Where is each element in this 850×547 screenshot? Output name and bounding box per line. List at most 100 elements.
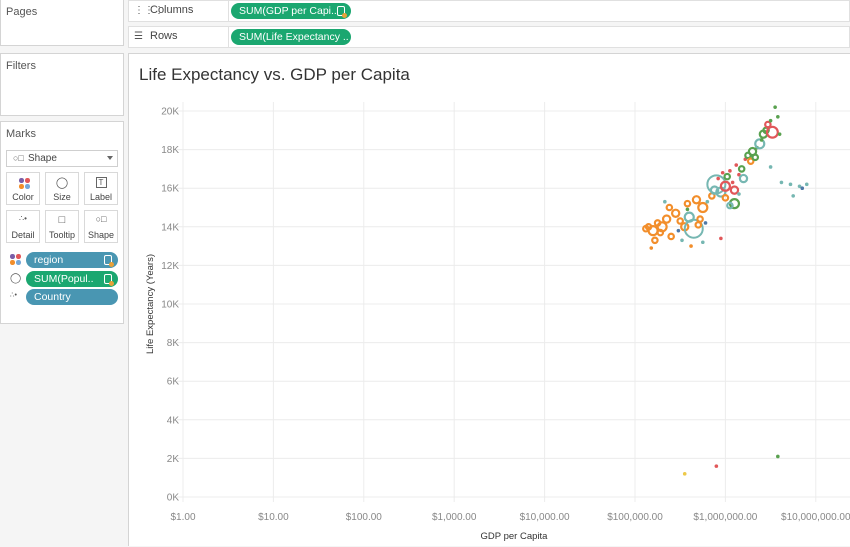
data-point[interactable] [667, 232, 675, 241]
data-point[interactable] [676, 217, 685, 225]
y-tick-label: 0K [167, 493, 180, 504]
data-point[interactable] [701, 240, 705, 245]
data-point[interactable] [773, 105, 777, 109]
data-point[interactable] [754, 138, 766, 150]
data-point[interactable] [729, 185, 740, 195]
data-point[interactable] [726, 201, 734, 210]
population-pill-text: SUM(Popul.. [34, 272, 94, 285]
x-tick-label: $100,000.00 [607, 512, 663, 523]
rows-shelf[interactable]: ☰ Rows SUM(Life Expectancy .. [128, 26, 850, 48]
country-pill[interactable]: Country [26, 289, 118, 305]
data-point[interactable] [730, 180, 735, 185]
columns-icon: ⋮⋮⋮ [134, 5, 164, 16]
data-point[interactable] [656, 228, 665, 237]
data-point[interactable] [694, 221, 703, 229]
tooltip-icon: □ [58, 214, 66, 226]
data-point[interactable] [768, 165, 773, 169]
data-point[interactable] [714, 464, 719, 468]
data-point[interactable] [776, 454, 780, 459]
region-pill[interactable]: region [26, 252, 118, 268]
data-point[interactable] [649, 246, 654, 250]
data-point[interactable] [661, 214, 672, 224]
columns-pill-gdp[interactable]: SUM(GDP per Capi.. [231, 3, 351, 19]
size-icon: ◯ [10, 273, 22, 284]
data-point[interactable] [776, 114, 780, 119]
data-point[interactable] [737, 165, 746, 173]
color-button[interactable]: Color [6, 172, 40, 205]
y-tick-label: 16K [161, 184, 179, 195]
data-point[interactable] [737, 192, 741, 196]
x-tick-label: $1,000,000.00 [693, 512, 757, 523]
data-point[interactable] [751, 153, 760, 162]
detail-button[interactable]: ∴• Detail [6, 210, 40, 243]
size-icon: ◯ [55, 177, 69, 189]
data-point[interactable] [680, 238, 684, 243]
data-point[interactable] [651, 236, 659, 245]
size-button[interactable]: ◯ Size [45, 172, 79, 205]
data-point[interactable] [800, 186, 805, 190]
data-point[interactable] [764, 120, 772, 129]
marks-card: Marks ○□ Shape Color ◯ Size T Label ∴• De… [0, 121, 124, 324]
columns-pill-text: SUM(GDP per Capi.. [239, 4, 337, 17]
mark-type-dropdown[interactable]: ○□ Shape [6, 150, 118, 167]
x-tick-label: $1,000.00 [432, 512, 477, 523]
rows-label-text: Rows [150, 30, 178, 42]
population-pill[interactable]: SUM(Popul.. [26, 271, 118, 287]
y-tick-label: 10K [161, 300, 179, 311]
data-point[interactable] [738, 173, 749, 184]
label-button[interactable]: T Label [84, 172, 118, 205]
shape-button[interactable]: ○□ Shape [84, 210, 118, 243]
data-point[interactable] [746, 157, 755, 165]
data-point[interactable] [697, 201, 709, 214]
data-point[interactable] [716, 176, 720, 181]
data-point[interactable] [696, 215, 704, 223]
tooltip-button[interactable]: □ Tooltip [45, 210, 79, 243]
chart-title: Life Expectancy vs. GDP per Capita [139, 65, 410, 84]
detail-icon: ∴• [19, 214, 27, 223]
label-label: Label [89, 192, 113, 202]
x-axis-title[interactable]: GDP per Capita [481, 531, 549, 542]
data-point[interactable] [647, 225, 659, 237]
data-point[interactable] [719, 236, 723, 241]
data-point[interactable] [663, 199, 667, 204]
data-point[interactable] [721, 194, 730, 202]
data-point[interactable] [723, 172, 732, 181]
data-point[interactable] [788, 182, 793, 187]
data-point[interactable] [703, 221, 708, 225]
data-point[interactable] [759, 138, 764, 142]
columns-shelf[interactable]: ⋮⋮⋮Columns SUM(GDP per Capi.. [128, 0, 850, 22]
data-point[interactable] [720, 170, 725, 175]
shape-icon: ○□ [13, 153, 24, 163]
y-tick-label: 14K [161, 222, 179, 233]
data-point[interactable] [689, 244, 693, 248]
y-tick-label: 2K [167, 454, 180, 465]
data-point[interactable] [719, 180, 732, 192]
country-pill-text: Country [34, 290, 71, 303]
data-point[interactable] [779, 180, 784, 185]
data-point[interactable] [777, 132, 782, 136]
data-point[interactable] [768, 118, 773, 123]
data-point[interactable] [683, 199, 692, 208]
data-point[interactable] [728, 169, 732, 173]
detail-icon: ∴• [10, 292, 17, 299]
data-point[interactable] [705, 199, 710, 204]
detail-label: Detail [11, 230, 35, 240]
data-point[interactable] [665, 203, 674, 212]
data-point[interactable] [683, 218, 704, 239]
data-point[interactable] [682, 472, 687, 476]
data-point[interactable] [685, 207, 690, 212]
data-point[interactable] [676, 228, 681, 233]
data-point[interactable] [691, 195, 702, 205]
filters-card[interactable]: Filters [0, 53, 124, 116]
rows-pill-life-expectancy[interactable]: SUM(Life Expectancy .. [231, 29, 351, 45]
data-point[interactable] [791, 194, 795, 198]
marks-field-population: ◯ SUM(Popul.. [6, 270, 118, 288]
y-tick-label: 4K [167, 415, 180, 426]
data-point[interactable] [797, 184, 802, 189]
data-point[interactable] [670, 208, 681, 218]
y-axis-title[interactable]: Life Expectancy (Years) [145, 254, 156, 354]
data-point[interactable] [734, 163, 739, 167]
data-point[interactable] [765, 125, 779, 139]
data-point[interactable] [804, 182, 809, 187]
scatter-plot[interactable]: 0K 2K 4K 6K 8K 10K 12K 14K 16K 18K 20K $1.00 $10.00… [129, 54, 850, 547]
